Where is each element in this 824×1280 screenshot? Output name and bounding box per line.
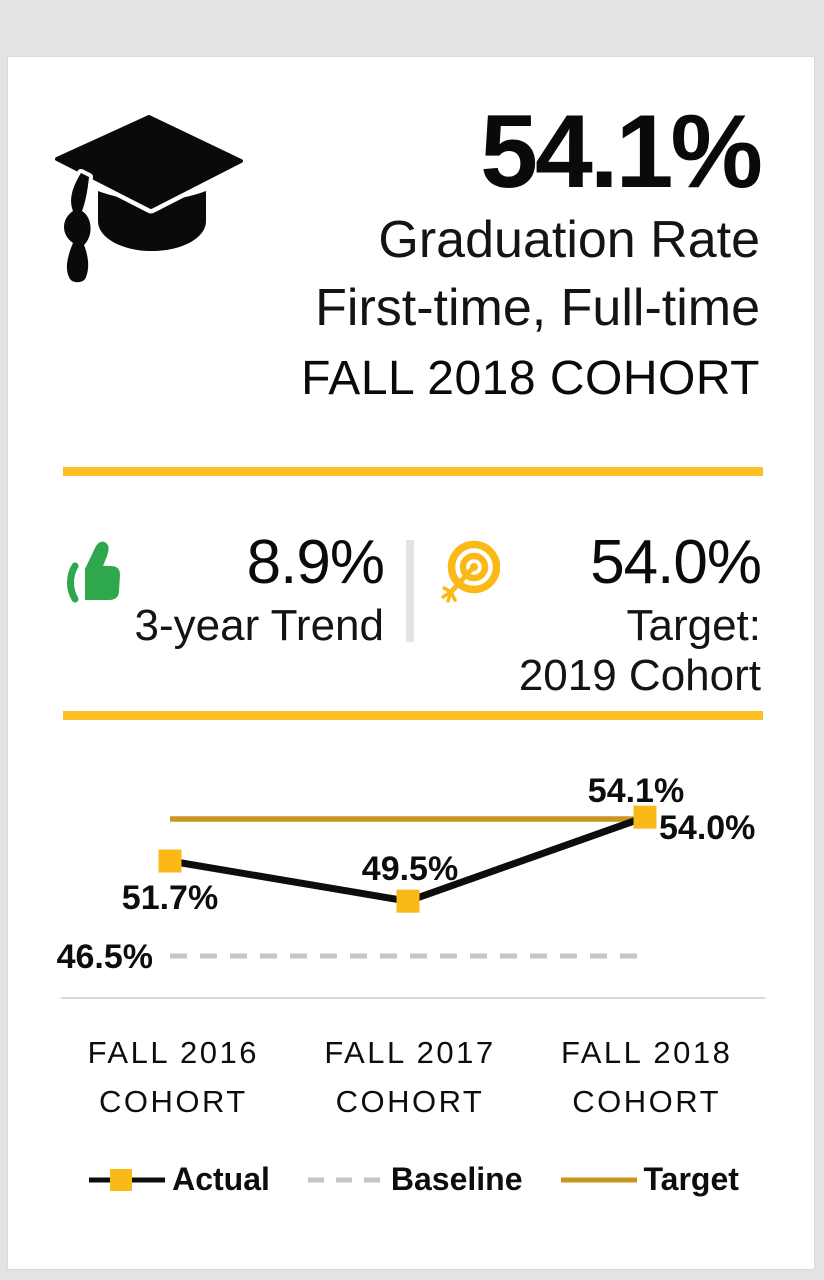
- scorecard: 54.1% Graduation Rate First-time, Full-t…: [7, 56, 815, 1270]
- legend-swatch-baseline: [307, 1177, 384, 1182]
- legend-item-actual: Actual: [87, 1161, 270, 1198]
- chart-legend: Actual Baseline Target: [55, 1161, 771, 1198]
- metric-name-line1: Graduation Rate: [378, 211, 760, 270]
- target-bullseye-icon: [440, 538, 501, 608]
- trend-chart-area: 51.7% 49.5% 54.1% 46.5% 54.0%: [55, 749, 771, 1004]
- legend-label-baseline: Baseline: [390, 1161, 523, 1197]
- trend-label: 3-year Trend: [134, 601, 384, 651]
- data-label-target: 54.0%: [659, 809, 756, 847]
- legend-swatch-actual: [89, 1168, 166, 1191]
- legend-item-target: Target: [559, 1161, 739, 1198]
- trend-kpi: 8.9% 3-year Trend: [134, 528, 385, 651]
- legend-label-actual: Actual: [172, 1161, 270, 1197]
- trend-chart: [61, 805, 765, 999]
- legend-swatch-target: [560, 1177, 637, 1182]
- target-kpi: 54.0% Target: 2019 Cohort: [518, 528, 762, 701]
- x-axis-label-1: FALL 2016 COHORT: [87, 1035, 259, 1119]
- x-axis-label-3: FALL 2018 COHORT: [561, 1035, 733, 1119]
- divider-top: [63, 467, 763, 476]
- thumbs-up-icon: [64, 536, 122, 604]
- legend-label-target: Target: [643, 1161, 739, 1197]
- divider-bottom: [63, 711, 763, 720]
- target-label-line1: Target:: [626, 601, 761, 651]
- legend-item-baseline: Baseline: [306, 1161, 523, 1198]
- hero-text-block: 54.1% Graduation Rate First-time, Full-t…: [301, 94, 763, 411]
- trend-value: 8.9%: [246, 528, 385, 597]
- data-label-baseline: 46.5%: [56, 938, 153, 976]
- graduation-cap-icon: [45, 107, 248, 287]
- target-label-line2: 2019 Cohort: [518, 651, 761, 701]
- x-axis: FALL 2016 COHORT FALL 2017 COHORT FALL 2018 C…: [55, 1029, 765, 1127]
- cohort-line: FALL 2018 COHORT: [301, 352, 760, 406]
- kpi-band: 8.9% 3-year Trend 54.0% Target: 2019 Coh…: [8, 476, 816, 711]
- x-axis-label-2: FALL 2017 COHORT: [324, 1035, 496, 1119]
- data-label-actual-2016: 51.7%: [121, 879, 219, 917]
- data-label-actual-2017: 49.5%: [361, 850, 459, 889]
- headline-value: 54.1%: [480, 94, 763, 210]
- target-value: 54.0%: [590, 528, 762, 597]
- metric-name-line2: First-time, Full-time: [315, 278, 760, 337]
- data-label-actual-2018: 54.1%: [587, 772, 685, 811]
- kpi-vertical-divider: [406, 540, 414, 642]
